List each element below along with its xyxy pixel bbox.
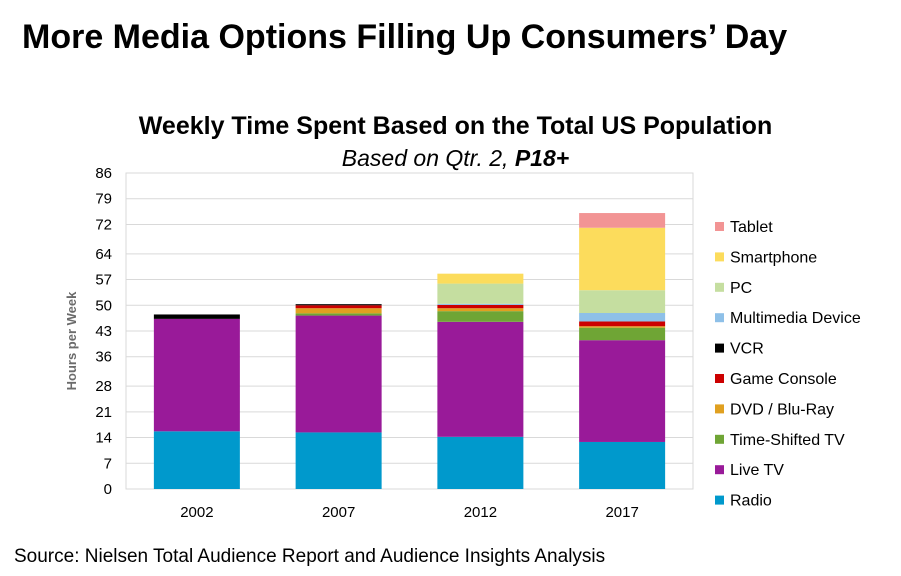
legend-label: Radio — [730, 493, 772, 510]
bar-segment-vcr-2002 — [153, 314, 240, 319]
x-tick-label: 2012 — [464, 504, 497, 521]
legend-swatch — [715, 495, 724, 505]
bar-segment-live-tv-2017 — [579, 340, 666, 442]
bar-segment-radio-2002 — [153, 431, 240, 489]
bar-segment-radio-2017 — [579, 441, 666, 489]
bar-segment-tablet-2017 — [579, 213, 666, 228]
legend-label: Tablet — [730, 219, 773, 236]
bar-segment-game-console-2012 — [437, 304, 524, 309]
legend-swatch — [715, 465, 724, 475]
bar-segment-pc-2017 — [579, 290, 666, 313]
bar-segment-live-tv-2012 — [437, 321, 524, 437]
legend-label: Smartphone — [730, 249, 817, 266]
y-tick-label: 79 — [95, 191, 112, 208]
source-note: Source: Nielsen Total Audience Report an… — [14, 546, 606, 567]
legend-label: Game Console — [730, 371, 837, 388]
legend-swatch — [715, 222, 724, 231]
legend-swatch — [715, 343, 724, 353]
legend-label: Multimedia Device — [730, 310, 861, 327]
bar-segment-time-shifted-tv-2012 — [437, 311, 524, 322]
y-tick-label: 64 — [95, 246, 112, 263]
legend-swatch — [715, 313, 724, 323]
y-axis-label: Hours per Week — [64, 291, 79, 391]
bar-segment-multimedia-device-2012 — [437, 303, 524, 305]
x-tick-label: 2007 — [322, 504, 355, 521]
bar-segment-pc-2012 — [437, 283, 524, 304]
y-tick-label: 21 — [95, 404, 112, 421]
bar-segment-game-console-2007 — [295, 305, 382, 309]
bar-segment-dvd-blu-ray-2012 — [437, 308, 524, 312]
y-tick-label: 57 — [95, 272, 112, 289]
bar-segment-time-shifted-tv-2007 — [295, 313, 382, 316]
chart-title: Weekly Time Spent Based on the Total US … — [138, 112, 773, 140]
legend: Tablet Smartphone PC Multimedia Device VCR Ga… — [715, 219, 861, 510]
bar-segment-vcr-2007 — [295, 304, 382, 306]
legend-swatch — [715, 434, 724, 444]
y-tick-label: 50 — [95, 297, 112, 314]
legend-swatch — [715, 374, 724, 383]
axes: 0 7 14 21 28 36 43 50 57 64 72 79 86 Hours per Week 20… — [64, 165, 639, 521]
bar-segment-game-console-2017 — [579, 321, 666, 327]
bar-segment-live-tv-2007 — [295, 315, 382, 433]
bar-segment-radio-2007 — [295, 432, 382, 489]
legend-swatch — [715, 404, 724, 414]
bar-segment-smartphone-2017 — [579, 227, 666, 291]
legend-label: VCR — [730, 341, 764, 358]
y-tick-label: 28 — [95, 378, 112, 395]
legend-swatch — [715, 252, 724, 262]
y-tick-label: 0 — [104, 481, 112, 498]
bars — [153, 213, 666, 489]
x-tick-label: 2017 — [605, 504, 638, 521]
bar-segment-time-shifted-tv-2017 — [579, 327, 666, 341]
y-tick-label: 72 — [95, 216, 112, 233]
bar-segment-live-tv-2002 — [153, 318, 240, 432]
legend-label: DVD / Blu-Ray — [730, 401, 834, 418]
chart-subtitle-bold: P18+ — [514, 145, 570, 171]
y-tick-label: 43 — [95, 323, 112, 340]
plot-border — [125, 172, 694, 490]
chart-subtitle-text: Based on Qtr. 2, — [341, 145, 515, 171]
bar-segment-radio-2012 — [437, 436, 524, 489]
y-tick-label: 7 — [104, 455, 112, 472]
bar-segment-dvd-blu-ray-2007 — [295, 308, 382, 314]
y-tick-label: 86 — [95, 165, 112, 182]
page-title: More Media Options Filling Up Consumers’… — [22, 18, 788, 56]
legend-label: Time-Shifted TV — [730, 432, 845, 449]
bar-segment-smartphone-2012 — [437, 273, 524, 284]
legend-label: Live TV — [730, 462, 784, 479]
y-tick-label: 36 — [95, 349, 112, 366]
legend-label: PC — [730, 280, 752, 297]
bar-segment-dvd-blu-ray-2017 — [579, 326, 666, 328]
x-tick-label: 2002 — [180, 504, 213, 521]
legend-swatch — [715, 282, 724, 292]
bar-segment-multimedia-device-2017 — [579, 312, 666, 322]
y-tick-label: 14 — [95, 430, 112, 447]
chart-subtitle: Based on Qtr. 2, P18+ — [0, 145, 901, 172]
